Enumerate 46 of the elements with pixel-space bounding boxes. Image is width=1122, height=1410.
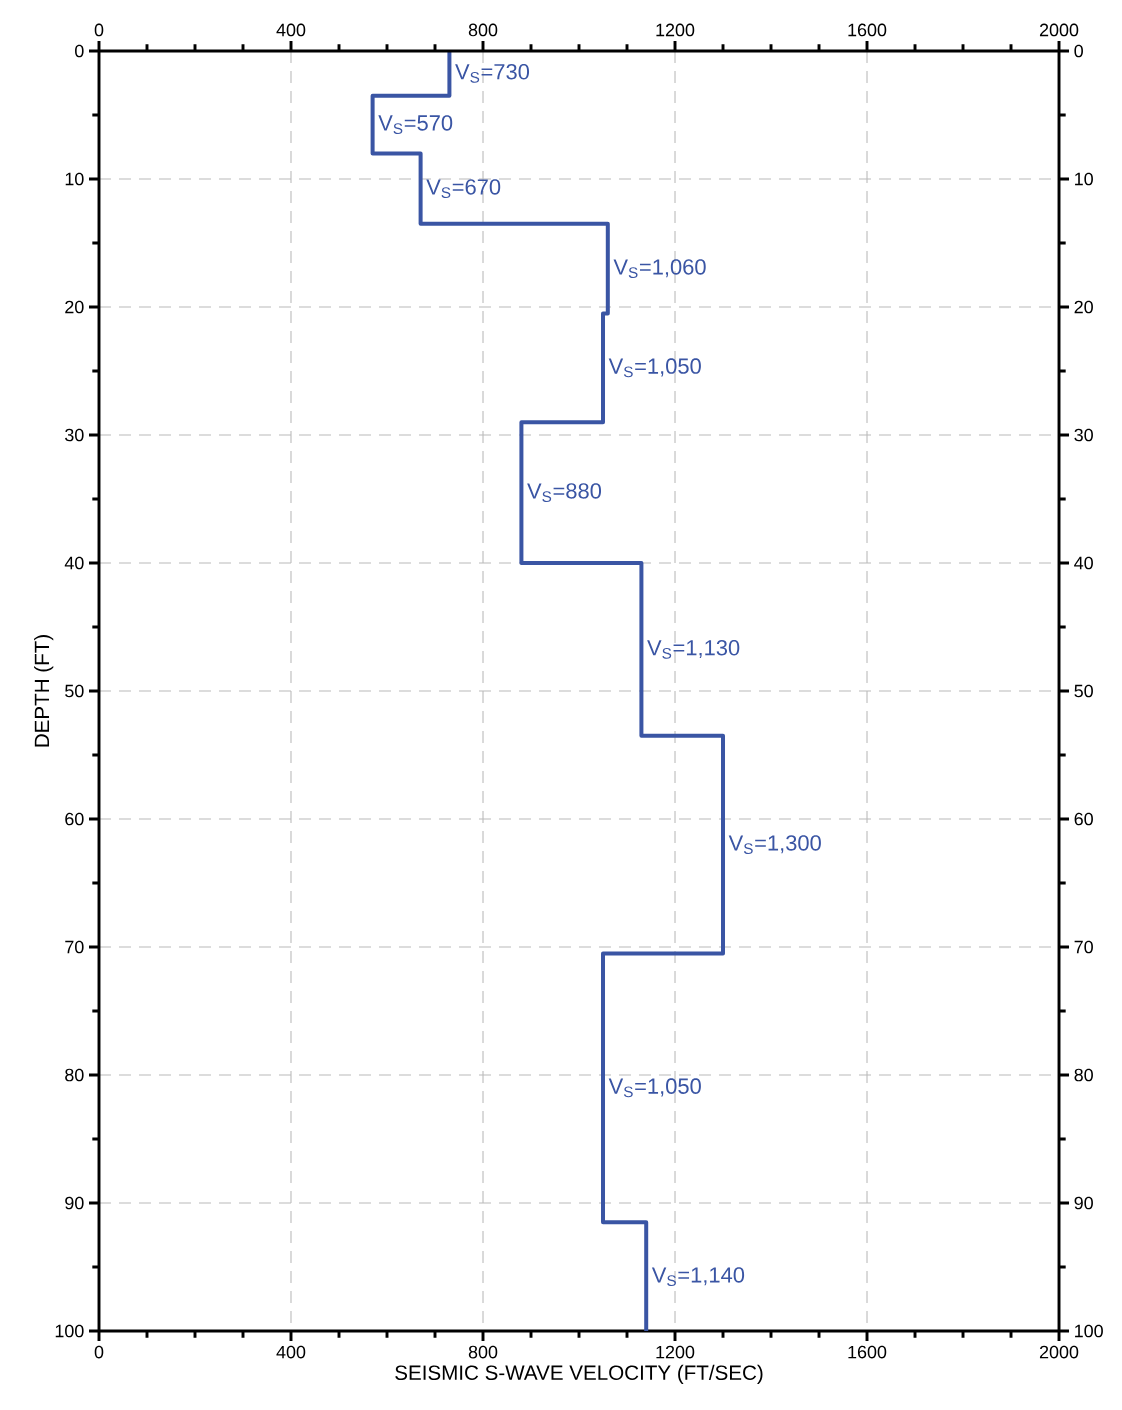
x-tick-label: 1600 bbox=[848, 1345, 887, 1359]
y2-tick-label: 70 bbox=[1074, 940, 1093, 954]
y2-tick-label: 60 bbox=[1074, 812, 1093, 826]
x-tick-label: 2000 bbox=[1039, 1345, 1079, 1359]
x-tick-label: 1200 bbox=[656, 1345, 695, 1359]
x-tick-label: 800 bbox=[468, 1345, 498, 1359]
annotation: V$_{S}$=570 bbox=[378, 115, 453, 135]
y-tick-label: 70 bbox=[65, 940, 84, 954]
y-tick-label: 40 bbox=[64, 556, 84, 570]
annotation: V$_{S}$=1,060 bbox=[613, 259, 706, 279]
y2-tick-label: 30 bbox=[1074, 428, 1093, 442]
y-tick-label: 20 bbox=[65, 300, 84, 314]
y-tick-label: 50 bbox=[65, 684, 84, 698]
y-axis-title: DEPTH (FT) bbox=[34, 635, 54, 747]
x-tick-label: 0 bbox=[94, 1345, 104, 1359]
y2-tick-label: 20 bbox=[1074, 300, 1093, 314]
y-tick-label: 60 bbox=[65, 812, 84, 826]
y2-tick-label: 10 bbox=[1075, 172, 1093, 186]
annotation: V$_{S}$=1,300 bbox=[728, 835, 821, 855]
x2-tick-label: 1600 bbox=[848, 23, 887, 37]
y2-tick-label: 90 bbox=[1074, 1196, 1093, 1210]
annotation: V$_{S}$=1,140 bbox=[651, 1267, 745, 1287]
x2-tick-label: 0 bbox=[94, 23, 104, 37]
annotation: V$_{S}$=1,130 bbox=[647, 639, 740, 659]
x-tick-label: 400 bbox=[276, 1345, 306, 1359]
annotation: V$_{S}$=730 bbox=[455, 63, 530, 83]
y2-tick-label: 0 bbox=[1074, 44, 1083, 58]
y-tick-label: 90 bbox=[65, 1196, 84, 1210]
y2-tick-label: 50 bbox=[1074, 684, 1093, 698]
y2-tick-label: 100 bbox=[1075, 1324, 1103, 1338]
y2-tick-label: 80 bbox=[1074, 1068, 1093, 1082]
y-tick-label: 30 bbox=[65, 428, 84, 442]
y-tick-label: 100 bbox=[55, 1324, 84, 1338]
annotation: V$_{S}$=880 bbox=[527, 483, 602, 503]
y-tick-label: 80 bbox=[65, 1068, 84, 1082]
x-axis-title: SEISMIC S-WAVE VELOCITY (FT/SEC) bbox=[395, 1364, 763, 1385]
annotation: V$_{S}$=1,050 bbox=[608, 1078, 701, 1098]
x2-tick-label: 2000 bbox=[1039, 23, 1079, 37]
x2-tick-label: 800 bbox=[468, 23, 498, 37]
annotation: V$_{S}$=1,050 bbox=[608, 358, 701, 378]
x2-tick-label: 400 bbox=[276, 23, 306, 37]
x2-tick-label: 1200 bbox=[656, 23, 695, 37]
y2-tick-label: 40 bbox=[1074, 556, 1093, 570]
annotation: V$_{S}$=670 bbox=[426, 179, 501, 199]
y-tick-label: 10 bbox=[65, 172, 84, 186]
y-tick-label: 0 bbox=[75, 44, 84, 58]
